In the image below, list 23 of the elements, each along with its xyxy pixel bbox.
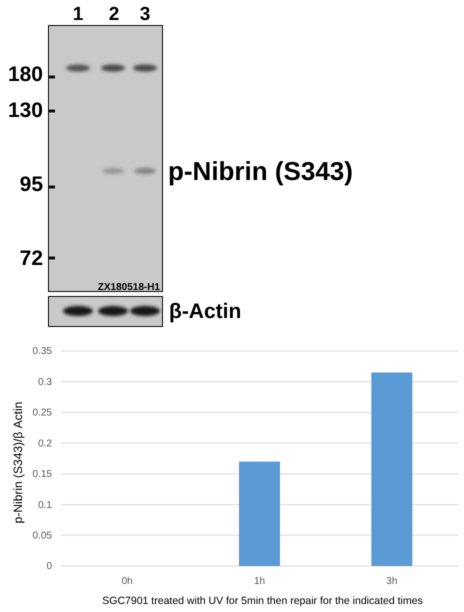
text: p-Nibrin (S343) [168, 156, 353, 186]
y-tick-label: 0.35 [32, 346, 52, 358]
text: ZX180518-H1 [98, 282, 160, 293]
text: 72 [20, 247, 43, 270]
y-tick-label: 0.1 [38, 500, 52, 511]
y-axis-title: p-Nibrin (S343)/β Actin [11, 402, 25, 524]
y-tick-label: 0.2 [38, 438, 52, 450]
text: β-Actin [169, 300, 242, 323]
text: 180 [8, 63, 43, 86]
y-tick-label: 0.15 [32, 469, 52, 480]
x-tick-label: 1h [254, 576, 266, 588]
y-tick-label: 0.25 [32, 408, 52, 419]
text: 130 [8, 99, 43, 122]
y-tick-label: 0.05 [32, 530, 52, 542]
text: 95 [20, 173, 44, 196]
y-tick-label: 0 [46, 561, 52, 572]
x-axis-title: SGC7901 treated with UV for 5min then repair for the indicated times [102, 595, 423, 607]
x-tick-label: 0h [122, 576, 133, 588]
x-tick-label: 3h [386, 576, 398, 588]
text: 1 [72, 4, 84, 25]
text: 3 [140, 4, 150, 25]
y-tick-label: 0.3 [38, 376, 52, 388]
text: 2 [108, 4, 120, 25]
